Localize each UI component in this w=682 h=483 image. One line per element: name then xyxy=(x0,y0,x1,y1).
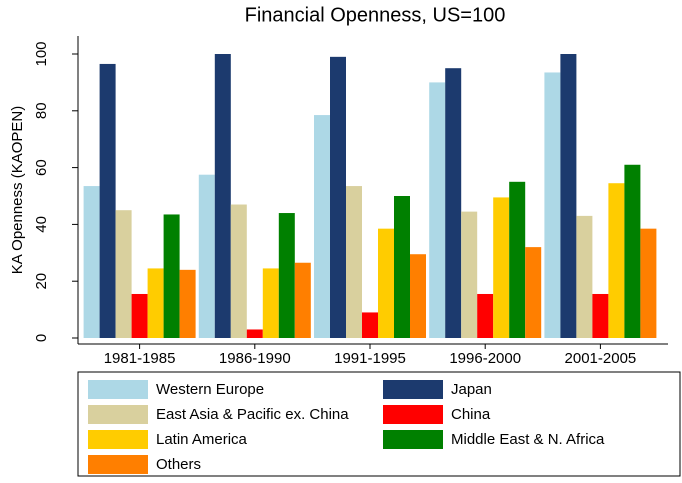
legend-label: Middle East & N. Africa xyxy=(451,431,605,448)
legend-swatch xyxy=(88,380,148,399)
chart-title: Financial Openness, US=100 xyxy=(245,4,506,26)
bar xyxy=(410,254,426,338)
bar xyxy=(461,211,478,338)
bar xyxy=(115,210,132,338)
bar xyxy=(362,312,378,338)
bar xyxy=(429,82,446,339)
legend-label: Japan xyxy=(451,381,492,398)
bar xyxy=(378,228,394,338)
x-tick-label: 2001-2005 xyxy=(565,350,637,367)
bar xyxy=(278,213,295,338)
bar xyxy=(445,68,462,338)
legend-swatch xyxy=(383,405,443,424)
legend-label: East Asia & Pacific ex. China xyxy=(156,406,349,423)
y-axis-label: KA Openness (KAOPEN) xyxy=(9,106,26,274)
bar xyxy=(198,174,215,338)
bar xyxy=(525,247,542,338)
bar xyxy=(314,115,330,338)
bar xyxy=(246,329,263,338)
bar xyxy=(509,181,526,338)
legend-swatch xyxy=(88,430,148,449)
bar xyxy=(493,197,510,338)
bar xyxy=(576,215,593,338)
bar xyxy=(131,293,148,338)
bar xyxy=(394,196,410,338)
x-tick-label: 1991-1995 xyxy=(334,350,406,367)
bar xyxy=(99,63,116,338)
legend-label: Western Europe xyxy=(156,381,264,398)
bar xyxy=(230,204,247,338)
bar xyxy=(544,72,561,339)
bar xyxy=(262,268,279,338)
x-tick-label: 1986-1990 xyxy=(219,350,291,367)
legend-box xyxy=(77,371,681,477)
y-tick-label: 0 xyxy=(33,334,50,342)
bar xyxy=(592,293,609,338)
bar xyxy=(346,186,362,338)
bar xyxy=(330,56,346,339)
x-tick-label: 1981-1985 xyxy=(104,350,176,367)
bar xyxy=(83,186,100,338)
legend-swatch xyxy=(383,380,443,399)
legend-swatch xyxy=(383,430,443,449)
bar xyxy=(147,268,164,338)
bar xyxy=(179,269,196,338)
legend-label: China xyxy=(451,406,491,423)
y-tick-label: 40 xyxy=(33,216,50,233)
legend-swatch xyxy=(88,455,148,474)
bar xyxy=(624,164,641,338)
bar xyxy=(608,183,625,338)
bar xyxy=(214,54,231,338)
legend-label: Others xyxy=(156,456,201,473)
x-tick-label: 1996-2000 xyxy=(449,350,521,367)
bar xyxy=(640,228,657,338)
legend-swatch xyxy=(88,405,148,424)
legend-label: Latin America xyxy=(156,431,248,448)
bar xyxy=(560,54,577,338)
bar xyxy=(163,214,180,338)
bar xyxy=(294,262,311,338)
y-tick-label: 60 xyxy=(33,159,50,176)
y-tick-label: 20 xyxy=(33,273,50,290)
y-tick-label: 100 xyxy=(33,41,50,66)
bar xyxy=(477,293,494,338)
y-tick-label: 80 xyxy=(33,102,50,119)
